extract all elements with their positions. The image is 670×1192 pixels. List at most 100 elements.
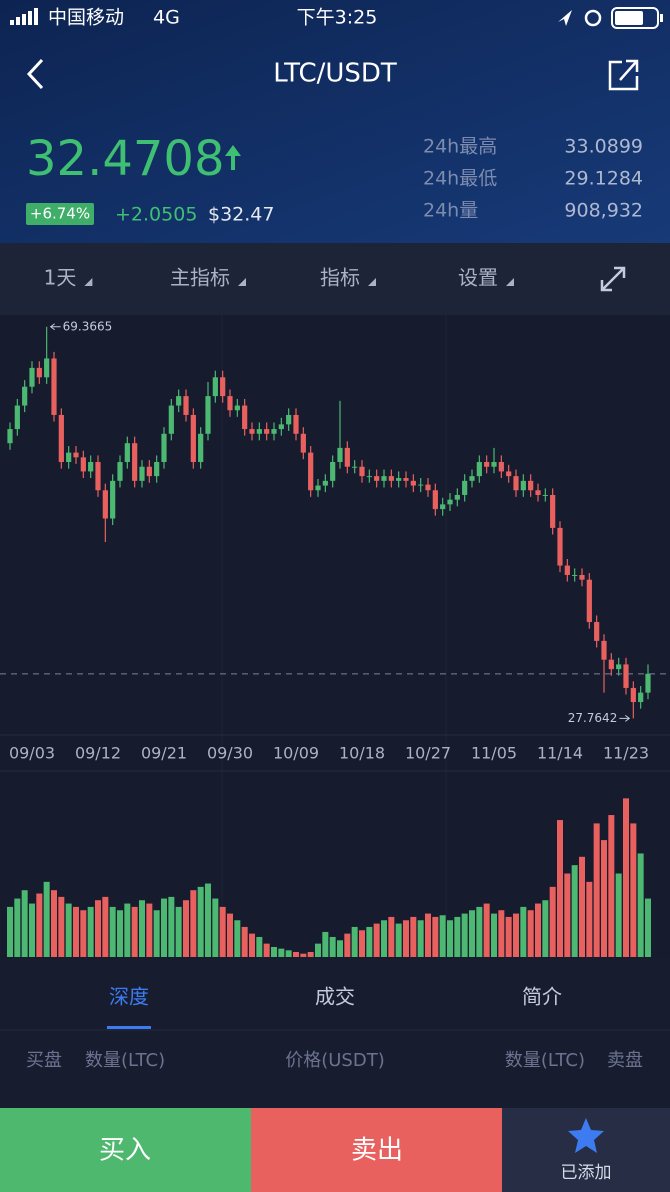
- stat-label: 24h最高: [423, 136, 497, 158]
- fullscreen-button[interactable]: [600, 266, 626, 292]
- volume-bar: [373, 923, 380, 957]
- candle-body: [80, 457, 86, 472]
- x-tick-label: 10/18: [339, 744, 385, 763]
- volume-bar: [645, 898, 651, 957]
- volume-bar: [322, 931, 329, 957]
- candle-body: [352, 466, 358, 468]
- dropdown-caret: [368, 278, 376, 286]
- volume-bar: [344, 933, 351, 957]
- buy-button[interactable]: [0, 1108, 251, 1192]
- candle-body: [249, 429, 255, 434]
- volume-bar: [454, 916, 461, 957]
- candle-body: [278, 424, 284, 430]
- volume-bar: [388, 916, 395, 957]
- stats: 24h最高 33.0899 24h最低 29.1284 24h量 908,932: [423, 136, 643, 222]
- usd-price: $32.47: [208, 204, 274, 226]
- volume-bar: [329, 936, 336, 957]
- candle-body: [154, 462, 160, 477]
- depth-column: 卖盘: [607, 1050, 643, 1071]
- candle-body: [374, 476, 380, 481]
- volume-bar: [549, 886, 556, 957]
- toolbar-item[interactable]: 指标: [320, 266, 360, 290]
- candle-body: [198, 433, 204, 463]
- candle-body: [557, 527, 563, 566]
- sell-label: 卖出: [351, 1136, 403, 1166]
- candle-body: [520, 480, 526, 491]
- volume-bar: [410, 916, 417, 957]
- toolbar-item[interactable]: 主指标: [170, 266, 230, 290]
- candle-body: [190, 414, 196, 463]
- sell-button[interactable]: [251, 1108, 502, 1192]
- candle-body: [293, 414, 299, 434]
- candle-body: [425, 484, 431, 491]
- candle-body: [469, 476, 475, 481]
- x-tick-label: 11/14: [537, 744, 583, 763]
- candle-body: [418, 484, 424, 486]
- candle-body: [139, 466, 145, 481]
- pair-title: LTC/USDT: [273, 59, 397, 89]
- volume-bar: [87, 906, 94, 957]
- candle-body: [7, 429, 13, 444]
- candle-body: [124, 443, 130, 463]
- candle-body: [117, 462, 123, 481]
- change-percent: +6.74%: [30, 205, 90, 223]
- tabs: 深度 成交 简介: [109, 985, 562, 1009]
- star-icon: [568, 1118, 604, 1153]
- candle-body: [161, 433, 167, 463]
- volume-bar: [476, 906, 483, 957]
- candle-body: [594, 622, 600, 641]
- share-button[interactable]: [608, 59, 639, 91]
- candle-body: [484, 462, 490, 467]
- stat-value: 33.0899: [564, 136, 643, 158]
- volume-bar: [439, 915, 446, 957]
- candle-body: [454, 494, 460, 500]
- depth-column: 买盘: [26, 1050, 62, 1071]
- volume-bar: [241, 926, 248, 957]
- candle-body: [337, 447, 343, 463]
- x-tick-label: 10/09: [273, 744, 319, 763]
- tab[interactable]: 深度: [109, 985, 149, 1009]
- candle-body: [528, 480, 534, 491]
- change-amount: +2.0505: [115, 204, 197, 226]
- candle-body: [102, 490, 108, 519]
- depth-column: 价格(USDT): [285, 1050, 385, 1071]
- candle-body: [176, 396, 182, 406]
- volume-bar: [300, 953, 307, 957]
- candle-body: [506, 471, 512, 477]
- volume-bar: [197, 886, 204, 957]
- chart-bg: [0, 315, 670, 958]
- clock: 下午3:25: [297, 7, 378, 29]
- volume-bar: [161, 898, 167, 957]
- volume-bar: [95, 900, 101, 957]
- volume-bar: [417, 920, 424, 957]
- header-bg: [0, 0, 670, 243]
- volume-bar: [227, 913, 233, 957]
- toolbar-item[interactable]: 1天: [44, 266, 77, 290]
- tab[interactable]: 简介: [522, 985, 562, 1009]
- candle-body: [95, 462, 101, 491]
- candle-body: [51, 358, 57, 415]
- max-arrow: [49, 323, 61, 331]
- volume-bar: [271, 946, 277, 957]
- volume-bar: [351, 926, 358, 957]
- candle-body: [168, 405, 174, 434]
- x-tick-label: 09/30: [207, 744, 253, 763]
- candle-body: [579, 574, 585, 580]
- volume-bar: [315, 943, 321, 957]
- volume-bar: [535, 903, 541, 957]
- volume-bar: [425, 913, 431, 957]
- candle-body: [608, 659, 614, 670]
- toolbar-bg: [0, 243, 670, 315]
- candle-body: [476, 462, 482, 477]
- volume-bar: [527, 910, 534, 957]
- volume-bar: [498, 910, 505, 957]
- tabs-bg: [0, 958, 670, 1108]
- dropdown-caret: [506, 278, 514, 286]
- volume-bar: [483, 903, 490, 957]
- volume-bar: [469, 910, 475, 957]
- toolbar-item[interactable]: 设置: [458, 266, 498, 290]
- volume-bar: [307, 951, 314, 957]
- back-button[interactable]: [26, 58, 44, 90]
- tab[interactable]: 成交: [315, 985, 355, 1009]
- active-tab-indicator: [107, 1026, 151, 1029]
